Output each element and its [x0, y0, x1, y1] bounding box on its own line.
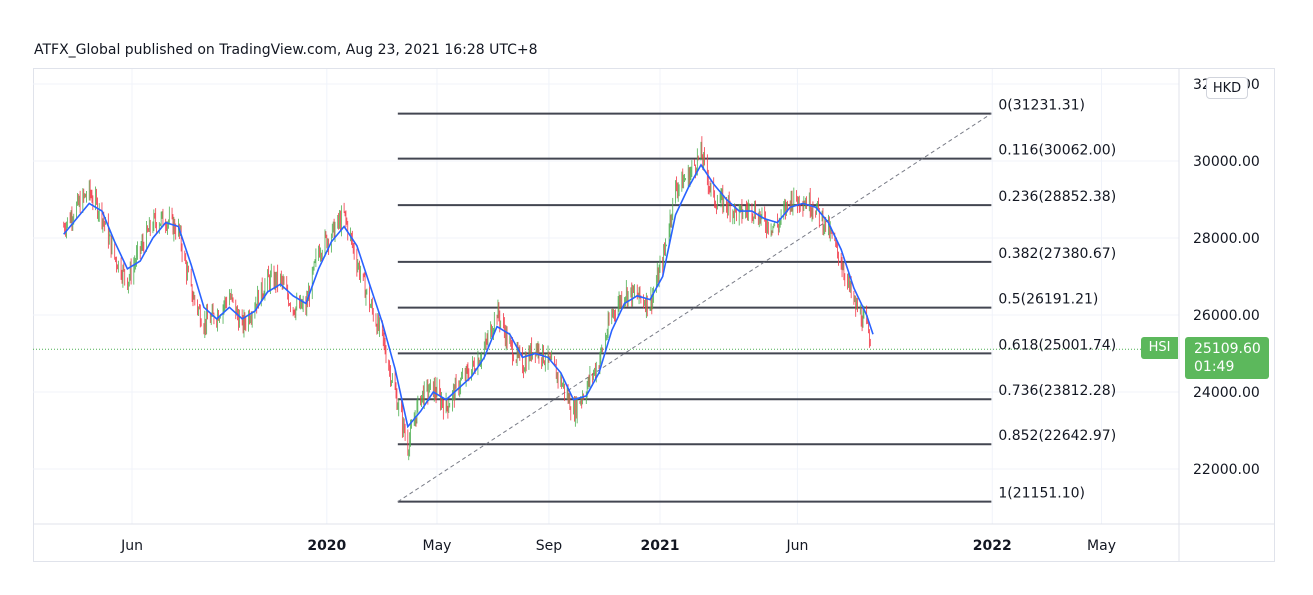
bar-countdown: 01:49 — [1194, 359, 1235, 375]
fib-level-label: 0.116(30062.00) — [998, 143, 1116, 159]
moving-average-line — [63, 163, 874, 429]
price-tick-label: 26000.00 — [1193, 308, 1260, 324]
symbol-tag: HSI — [1141, 337, 1178, 359]
fib-level-label: 0.852(22642.97) — [998, 428, 1116, 444]
ma-line — [63, 163, 874, 429]
time-tick-label: Jun — [120, 538, 143, 554]
fib-level-label: 0.382(27380.67) — [998, 246, 1116, 262]
time-tick-label: May — [1087, 538, 1116, 554]
price-tick-label: 24000.00 — [1193, 385, 1260, 401]
fib-level-label: 0.5(26191.21) — [998, 292, 1098, 308]
time-tick-label: Jun — [786, 538, 809, 554]
fib-trend-line — [397, 113, 992, 503]
price-tick-label: 28000.00 — [1193, 231, 1260, 247]
publish-caption: ATFX_Global published on TradingView.com… — [34, 42, 538, 58]
candlestick-series — [63, 136, 871, 461]
price-tick-label: 22000.00 — [1193, 462, 1260, 478]
last-price-value: 25109.60 — [1194, 341, 1261, 357]
time-tick-label: 2020 — [307, 538, 346, 554]
time-tick-label: 2021 — [641, 538, 680, 554]
grid-lines — [33, 69, 1179, 524]
currency-badge[interactable]: HKD — [1206, 77, 1248, 99]
time-tick-label: Sep — [536, 538, 563, 554]
time-tick-label: May — [422, 538, 451, 554]
fib-level-label: 1(21151.10) — [998, 486, 1085, 502]
time-tick-label: 2022 — [973, 538, 1012, 554]
fib-level-label: 0.618(25001.74) — [998, 337, 1116, 353]
price-tick-label: 30000.00 — [1193, 154, 1260, 170]
last-price-tag: 25109.60 01:49 — [1185, 337, 1269, 379]
fib-level-label: 0(31231.31) — [998, 98, 1085, 114]
fib-level-label: 0.236(28852.38) — [998, 189, 1116, 205]
fibonacci-retracement: 0(31231.31) 0.116(30062.00) 0.236(28852.38… — [397, 98, 1116, 503]
fib-level-label: 0.736(23812.28) — [998, 383, 1116, 399]
